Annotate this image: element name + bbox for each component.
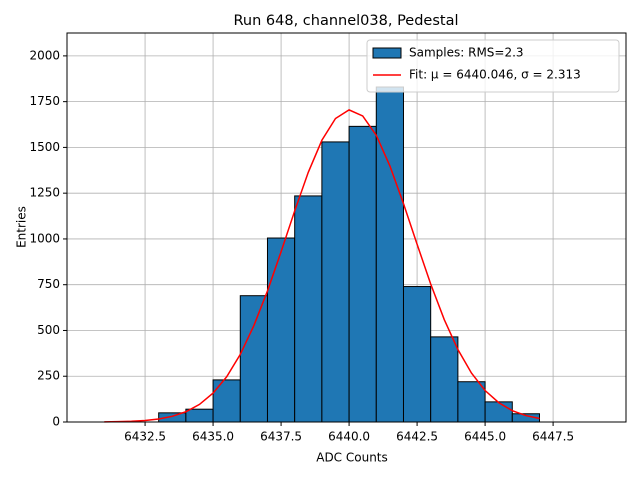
x-tick-label: 6442.5: [396, 430, 438, 444]
histogram-bar: [321, 141, 350, 423]
x-tick-label: 6432.5: [124, 430, 166, 444]
histogram-bar: [348, 125, 377, 423]
fit-line: [104, 109, 540, 423]
x-tick-label: 6437.5: [260, 430, 302, 444]
x-tick-label: 6435.0: [192, 430, 234, 444]
histogram-bar: [294, 195, 323, 423]
y-tick-label: 1000: [29, 231, 60, 245]
y-tick-label: 1250: [29, 186, 60, 200]
x-tick-label: 6447.5: [532, 430, 574, 444]
histogram-bar: [185, 408, 214, 423]
legend: Samples: RMS=2.3 Fit: μ = 6440.046, σ = 2…: [366, 39, 620, 93]
y-tick-label: 0: [52, 415, 60, 429]
histogram-bar: [402, 286, 432, 423]
y-tick-label: 1750: [29, 94, 60, 108]
y-tick-label: 500: [37, 323, 60, 337]
histogram-bar: [430, 336, 459, 423]
histogram-bar: [266, 237, 296, 423]
legend-box: [366, 39, 620, 93]
axes-frame: [66, 32, 627, 423]
y-tick-label: 2000: [29, 48, 60, 62]
legend-swatch: [372, 47, 402, 59]
y-axis-label: Entries: [15, 206, 29, 248]
histogram-bar: [239, 295, 268, 423]
chart-title: Run 648, channel038, Pedestal: [233, 13, 458, 29]
y-tick-label: 750: [37, 277, 60, 291]
y-tick-label: 1500: [29, 140, 60, 154]
x-tick-label: 6445.0: [464, 430, 506, 444]
histogram-bar: [457, 381, 486, 423]
legend-label: Samples: RMS=2.3: [409, 46, 524, 60]
histogram-bar: [375, 86, 404, 423]
x-tick-label: 6440.0: [328, 430, 370, 444]
histogram-bar: [212, 379, 241, 423]
y-tick-label: 250: [37, 369, 60, 383]
histogram-bar: [484, 401, 513, 423]
legend-label: Fit: μ = 6440.046, σ = 2.313: [409, 68, 581, 82]
x-axis-label: ADC Counts: [316, 451, 388, 465]
